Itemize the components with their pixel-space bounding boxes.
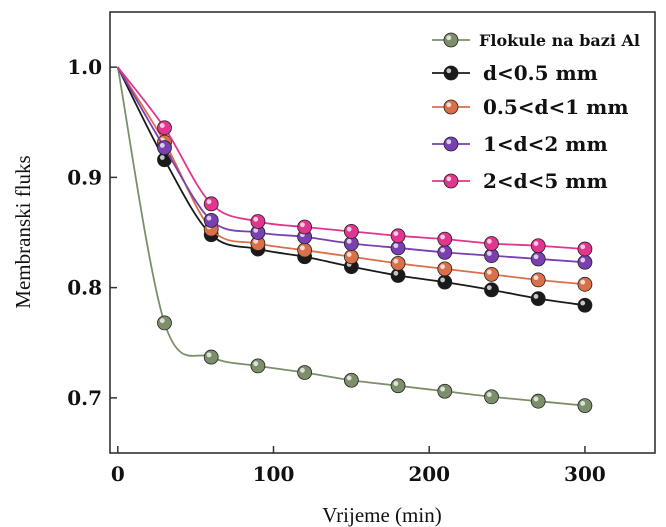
data-point	[343, 249, 359, 265]
data-point	[577, 241, 593, 257]
legend-label: 0.5<d<1 mm	[483, 95, 629, 119]
legend-marker	[443, 32, 459, 48]
legend-marker	[443, 99, 459, 115]
series-4	[117, 66, 593, 257]
legend-label: 1<d<2 mm	[483, 132, 608, 156]
y-tick-label: 0.9	[67, 165, 102, 189]
data-point	[203, 349, 219, 365]
data-point	[577, 398, 593, 413]
x-tick-label: 0	[111, 462, 125, 486]
legend-item: 1<d<2 mm	[432, 132, 608, 156]
legend-marker	[443, 136, 459, 152]
data-point	[343, 372, 359, 388]
data-point	[484, 282, 499, 298]
data-point	[390, 240, 406, 256]
data-point	[530, 272, 546, 288]
data-point	[203, 212, 219, 228]
series-3	[117, 66, 593, 270]
x-axis-label: Vrijeme (min)	[322, 503, 441, 527]
data-point	[530, 238, 546, 254]
data-point	[203, 196, 219, 212]
data-point	[437, 383, 453, 399]
legend-item: 0.5<d<1 mm	[432, 95, 629, 119]
legend-item: 2<d<5 mm	[432, 169, 608, 193]
data-point	[530, 251, 546, 267]
data-point	[250, 358, 266, 374]
data-point	[297, 219, 313, 235]
plot-frame	[109, 11, 656, 454]
data-point	[577, 297, 593, 313]
data-point	[484, 266, 499, 282]
legend-marker	[443, 173, 459, 189]
x-tick-label: 200	[408, 462, 450, 486]
x-tick-label: 100	[253, 462, 295, 486]
data-point	[484, 236, 499, 251]
data-point	[390, 378, 406, 394]
y-axis-label: Membranski fluks	[11, 155, 35, 308]
data-point	[577, 254, 593, 270]
legend-marker	[443, 65, 459, 81]
series-line	[116, 66, 586, 307]
data-point	[297, 242, 313, 258]
legend-item: d<0.5 mm	[432, 61, 598, 85]
y-tick-label: 0.7	[67, 386, 102, 410]
legend-label: Flokule na bazi Al	[479, 31, 640, 50]
data-point	[343, 223, 359, 239]
legend-item: Flokule na bazi Al	[432, 31, 640, 50]
data-point	[437, 231, 453, 247]
x-tick-label: 300	[564, 462, 606, 486]
data-point	[157, 315, 172, 331]
data-point	[250, 236, 266, 251]
data-point	[343, 236, 359, 251]
series-2	[117, 66, 593, 292]
data-point	[157, 140, 172, 156]
data-point	[390, 228, 406, 244]
data-point	[577, 276, 593, 292]
data-point	[530, 393, 546, 409]
series-0	[116, 66, 593, 413]
data-point	[297, 365, 313, 380]
y-tick-label: 0.8	[67, 276, 102, 300]
data-point	[437, 244, 453, 260]
data-point	[390, 255, 406, 271]
legend-label: d<0.5 mm	[483, 61, 598, 85]
legend-label: 2<d<5 mm	[483, 169, 608, 193]
data-point	[484, 248, 499, 264]
data-point	[437, 274, 453, 290]
data-point	[157, 120, 172, 136]
data-point	[530, 291, 546, 307]
data-point	[437, 261, 453, 277]
data-point	[484, 389, 499, 405]
y-tick-label: 1.0	[67, 55, 102, 79]
data-point	[250, 214, 266, 229]
